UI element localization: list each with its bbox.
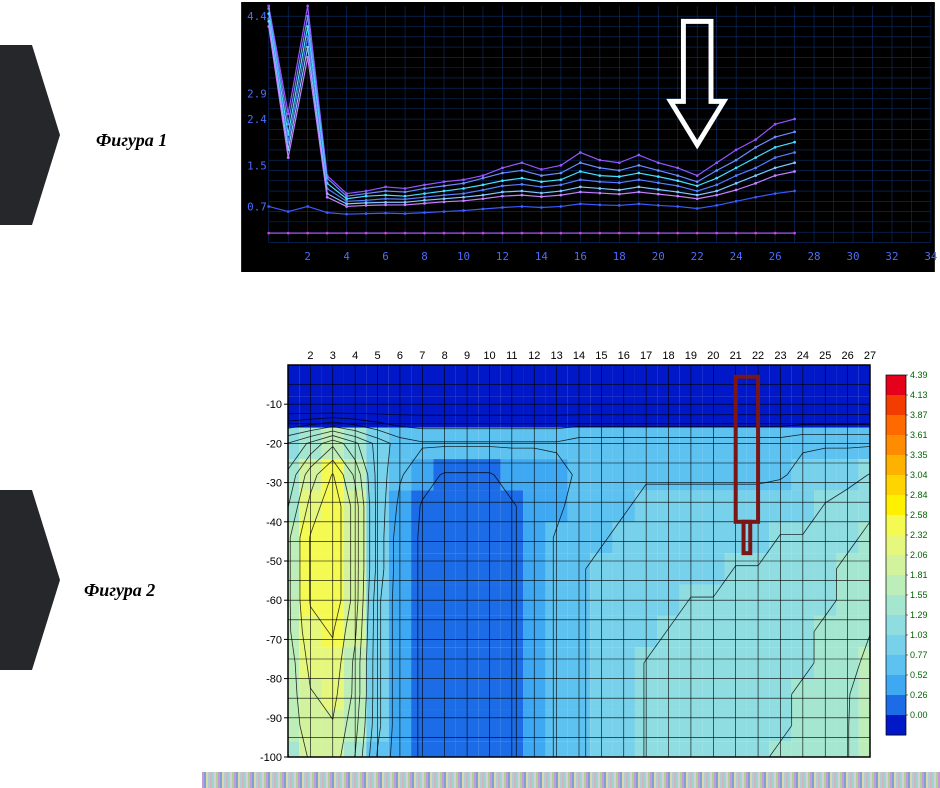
- figure1-caption: Фигура 1: [96, 130, 167, 151]
- svg-text:25: 25: [819, 350, 831, 362]
- svg-text:0.77: 0.77: [910, 650, 928, 660]
- svg-text:2: 2: [304, 250, 311, 263]
- svg-text:11: 11: [506, 350, 517, 362]
- svg-text:14: 14: [573, 350, 585, 362]
- svg-text:3.04: 3.04: [910, 470, 928, 480]
- svg-text:3.87: 3.87: [910, 410, 928, 420]
- svg-text:4.4: 4.4: [247, 10, 267, 23]
- chart2: 2345678910111213141516171819202122232425…: [236, 345, 940, 765]
- svg-text:13: 13: [550, 350, 562, 362]
- svg-text:24: 24: [797, 350, 809, 362]
- svg-text:-90: -90: [266, 713, 282, 725]
- svg-text:1.03: 1.03: [910, 630, 928, 640]
- svg-text:-50: -50: [266, 556, 282, 568]
- svg-text:1.55: 1.55: [910, 590, 928, 600]
- svg-text:2.84: 2.84: [910, 490, 928, 500]
- svg-text:3.61: 3.61: [910, 430, 928, 440]
- svg-text:0.7: 0.7: [247, 200, 267, 213]
- svg-text:19: 19: [685, 350, 697, 362]
- svg-text:22: 22: [691, 250, 704, 263]
- chart1: 2468101214161820222426283032340.71.52.42…: [236, 0, 940, 274]
- svg-text:8: 8: [442, 350, 448, 362]
- pointer-top: [0, 45, 60, 225]
- svg-text:12: 12: [528, 350, 540, 362]
- svg-text:2.06: 2.06: [910, 550, 928, 560]
- svg-text:2: 2: [307, 350, 313, 362]
- svg-text:17: 17: [640, 350, 652, 362]
- svg-text:14: 14: [535, 250, 548, 263]
- svg-text:20: 20: [652, 250, 665, 263]
- svg-text:4: 4: [343, 250, 350, 263]
- svg-text:30: 30: [846, 250, 859, 263]
- svg-text:1.81: 1.81: [910, 570, 928, 580]
- svg-text:-100: -100: [260, 752, 282, 764]
- svg-text:27: 27: [864, 350, 876, 362]
- svg-text:34: 34: [924, 250, 937, 263]
- svg-text:18: 18: [613, 250, 626, 263]
- svg-text:26: 26: [769, 250, 782, 263]
- svg-text:2.4: 2.4: [247, 113, 267, 126]
- svg-text:10: 10: [457, 250, 470, 263]
- svg-text:3: 3: [330, 350, 336, 362]
- svg-text:-10: -10: [266, 399, 282, 411]
- svg-text:20: 20: [707, 350, 719, 362]
- svg-text:24: 24: [730, 250, 743, 263]
- svg-text:28: 28: [808, 250, 821, 263]
- page: Фигура 1 Фигура 2 2468101214161820222426…: [0, 0, 940, 788]
- figure2-caption: Фигура 2: [84, 580, 155, 601]
- svg-text:26: 26: [841, 350, 853, 362]
- svg-text:23: 23: [774, 350, 786, 362]
- svg-text:6: 6: [382, 250, 389, 263]
- svg-text:1.29: 1.29: [910, 610, 928, 620]
- svg-text:0.26: 0.26: [910, 690, 928, 700]
- svg-text:10: 10: [483, 350, 495, 362]
- svg-text:2.58: 2.58: [910, 510, 928, 520]
- svg-text:0.52: 0.52: [910, 670, 928, 680]
- svg-text:4.39: 4.39: [910, 370, 928, 380]
- svg-text:8: 8: [421, 250, 428, 263]
- svg-text:16: 16: [574, 250, 587, 263]
- svg-text:9: 9: [464, 350, 470, 362]
- bottom-noise-strip: [202, 772, 940, 788]
- svg-text:3.35: 3.35: [910, 450, 928, 460]
- svg-text:0.00: 0.00: [910, 710, 928, 720]
- svg-text:2.32: 2.32: [910, 530, 928, 540]
- svg-text:18: 18: [662, 350, 674, 362]
- svg-text:-70: -70: [266, 634, 282, 646]
- svg-text:32: 32: [885, 250, 898, 263]
- pointer-bottom: [0, 490, 60, 670]
- svg-text:2.9: 2.9: [247, 87, 267, 100]
- svg-text:22: 22: [752, 350, 764, 362]
- svg-text:-80: -80: [266, 674, 282, 686]
- svg-text:7: 7: [419, 350, 425, 362]
- svg-text:-40: -40: [266, 517, 282, 529]
- svg-text:21: 21: [730, 350, 742, 362]
- svg-text:16: 16: [618, 350, 630, 362]
- svg-text:1.5: 1.5: [247, 159, 267, 172]
- svg-text:4: 4: [352, 350, 358, 362]
- svg-text:5: 5: [374, 350, 380, 362]
- svg-text:-30: -30: [266, 478, 282, 490]
- svg-text:-60: -60: [266, 595, 282, 607]
- svg-text:12: 12: [496, 250, 509, 263]
- svg-text:4.13: 4.13: [910, 390, 928, 400]
- svg-text:6: 6: [397, 350, 403, 362]
- svg-text:-20: -20: [266, 438, 282, 450]
- svg-text:15: 15: [595, 350, 607, 362]
